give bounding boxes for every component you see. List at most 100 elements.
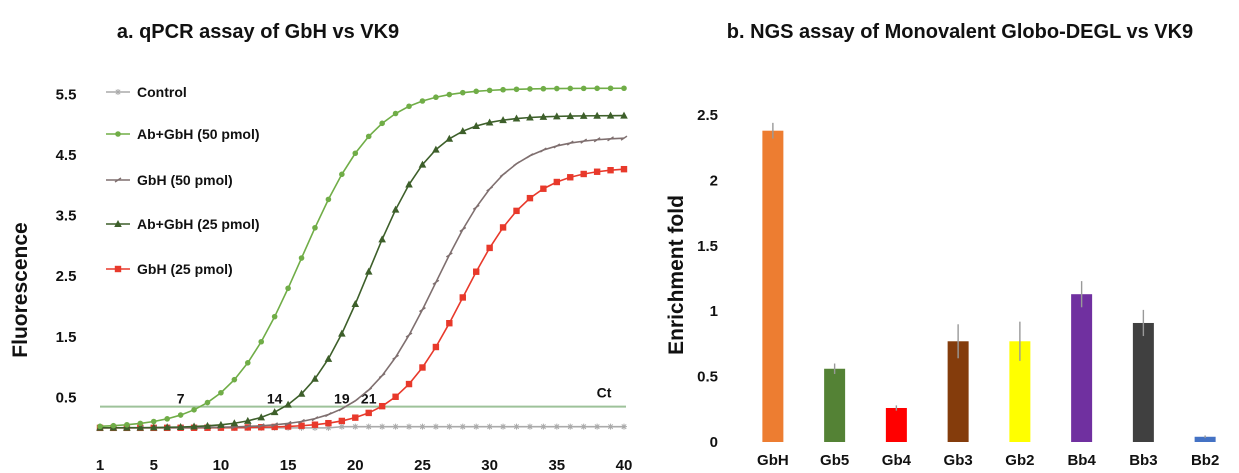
- data-point: [553, 143, 561, 149]
- data-point: [472, 204, 480, 210]
- x-tick-label: 5: [150, 457, 158, 473]
- x-tick-label: 1: [96, 457, 104, 473]
- chart-a-title: a. qPCR assay of GbH vs VK9: [117, 21, 399, 43]
- bar-gb2: [1009, 321, 1031, 442]
- data-point: [271, 422, 279, 428]
- data-point: [257, 413, 266, 421]
- chart-a-y-axis-label: Fluorescence: [9, 222, 32, 357]
- data-point: [365, 423, 372, 430]
- legend-item: GbH (50 pmol): [106, 172, 233, 188]
- data-point: [203, 421, 212, 429]
- data-point: [594, 423, 601, 430]
- data-point: [392, 110, 399, 117]
- data-point: [406, 423, 413, 430]
- data-point: [204, 399, 211, 406]
- data-point: [539, 147, 547, 153]
- y-tick-label: 0: [710, 434, 718, 451]
- data-point: [486, 244, 493, 252]
- data-point: [607, 167, 614, 174]
- ct-value-label: 14: [267, 391, 283, 407]
- series-line: [99, 87, 625, 428]
- data-point: [500, 423, 507, 430]
- bar: [1194, 436, 1216, 442]
- data-point: [567, 174, 574, 181]
- data-point: [419, 307, 426, 313]
- data-point: [270, 408, 279, 416]
- data-point: [298, 422, 305, 429]
- threshold-label: Ct: [597, 385, 612, 401]
- data-point: [311, 421, 319, 428]
- data-point: [499, 172, 507, 178]
- data-point: [473, 268, 480, 275]
- data-point: [379, 120, 385, 127]
- data-point: [312, 224, 318, 231]
- chart-a-series: [96, 85, 628, 432]
- data-point: [271, 313, 278, 320]
- data-point: [553, 423, 560, 430]
- legend-label: GbH (25 pmol): [137, 261, 233, 277]
- data-point: [419, 98, 426, 104]
- x-tick-label: 40: [616, 457, 633, 473]
- data-point: [567, 423, 574, 430]
- data-point: [244, 423, 252, 430]
- y-tick-label: 2.5: [56, 268, 77, 285]
- data-point: [378, 373, 386, 379]
- data-point: [257, 423, 265, 429]
- bar-bb2: [1194, 435, 1216, 442]
- bar: [762, 130, 784, 443]
- legend-swatch-marker: [115, 131, 121, 137]
- bar-gb5: [824, 363, 846, 442]
- data-point: [433, 94, 439, 101]
- data-point: [499, 224, 507, 231]
- data-point: [136, 423, 145, 431]
- series-ab-gbh-50-pmol: [97, 85, 627, 430]
- data-point: [124, 421, 130, 428]
- data-point: [485, 118, 494, 126]
- data-point: [593, 137, 601, 143]
- data-point: [513, 86, 520, 93]
- data-point: [217, 420, 225, 428]
- ngs-chart: b. NGS assay of Monovalent Globo-DEGL vs…: [665, 21, 1219, 469]
- data-point: [567, 85, 574, 92]
- bar: [1071, 294, 1093, 442]
- data-point: [297, 389, 306, 397]
- data-point: [243, 416, 252, 424]
- y-tick-label: 4.5: [56, 147, 77, 164]
- data-point: [620, 165, 628, 173]
- data-point: [325, 196, 332, 203]
- bar: [824, 368, 846, 442]
- ct-value-label: 7: [177, 391, 185, 407]
- chart-b-bars: [762, 122, 1216, 443]
- chart-a-x-ticks: 1 5 10 15 20 25 30 35 40: [96, 457, 633, 473]
- data-point: [311, 416, 319, 422]
- data-point: [338, 329, 346, 337]
- data-point: [513, 207, 520, 215]
- data-point: [500, 86, 506, 93]
- data-point: [459, 226, 467, 233]
- data-point: [339, 171, 345, 178]
- data-point: [553, 112, 561, 120]
- data-point: [513, 423, 520, 430]
- x-tick-label: 35: [548, 457, 565, 473]
- data-point: [137, 420, 144, 427]
- data-point: [580, 423, 587, 430]
- data-point: [432, 279, 440, 285]
- x-tick-label: Bb2: [1191, 452, 1219, 469]
- data-point: [539, 112, 548, 120]
- data-point: [392, 423, 399, 430]
- data-point: [163, 423, 171, 431]
- data-point: [607, 85, 614, 92]
- chart-b-y-axis-label: Enrichment fold: [665, 195, 688, 355]
- data-point: [325, 424, 332, 431]
- data-point: [190, 422, 198, 430]
- x-tick-label: Gb3: [944, 452, 973, 469]
- data-point: [164, 416, 170, 422]
- data-point: [620, 111, 628, 119]
- data-point: [271, 423, 278, 431]
- data-point: [298, 418, 305, 425]
- data-point: [338, 423, 345, 430]
- y-tick-label: 2: [710, 172, 718, 189]
- data-point: [97, 423, 103, 430]
- data-point: [364, 267, 373, 275]
- chart-a-legend: Control Ab+GbH (50 pmol) GbH (50 pmol) Ab+G…: [106, 84, 260, 277]
